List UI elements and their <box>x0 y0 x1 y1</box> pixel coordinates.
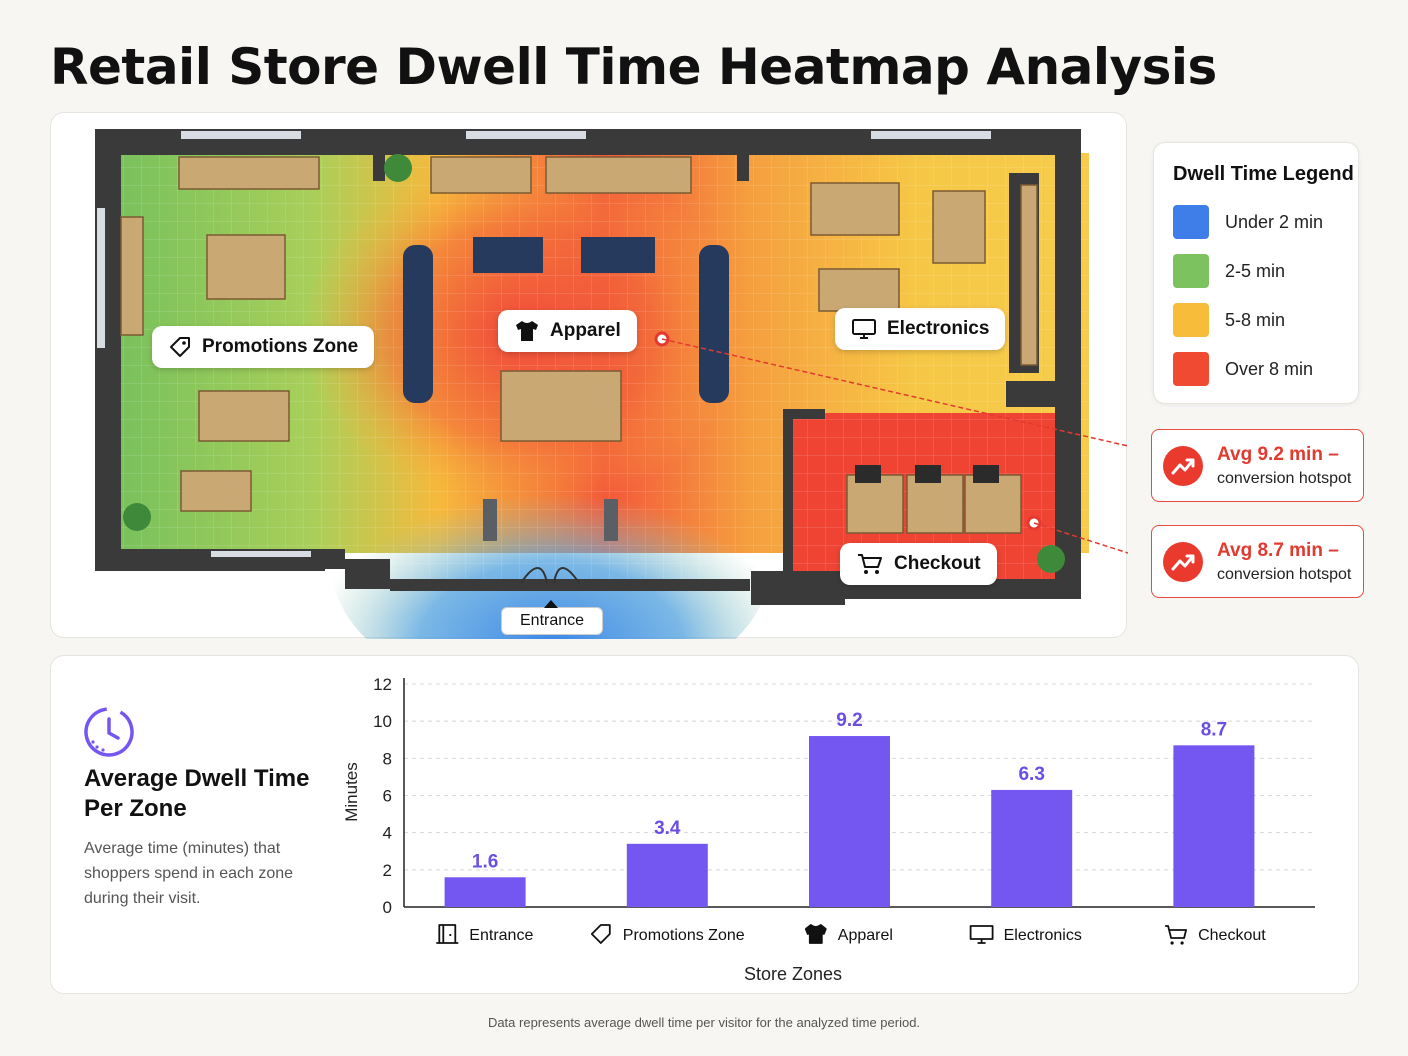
zone-label-text: Promotions Zone <box>202 336 359 357</box>
legend-swatch <box>1173 254 1209 288</box>
shirt-icon <box>516 321 538 341</box>
x-axis-label: Store Zones <box>744 964 842 984</box>
legend-item-5-8: 5-8 min <box>1173 303 1285 337</box>
y-tick-label: 12 <box>373 675 392 694</box>
bar-value-label: 6.3 <box>1018 764 1044 785</box>
y-tick-label: 4 <box>383 824 392 843</box>
bar-value-label: 9.2 <box>836 710 862 731</box>
hotspot-callout-apparel: Avg 9.2 min – conversion hotspot <box>1151 429 1364 502</box>
door-icon <box>436 924 459 944</box>
chart-panel-description: Average time (minutes) that shoppers spe… <box>84 840 294 907</box>
bar-apparel <box>809 736 890 907</box>
bar-promotions-zone <box>626 843 708 907</box>
hotspot-subtitle: conversion hotspot <box>1217 470 1352 487</box>
zone-label-text: Checkout <box>894 553 981 574</box>
hotspot-value: Avg 8.7 min – <box>1217 540 1339 561</box>
x-tick-label: Promotions Zone <box>623 927 745 944</box>
legend-item-2-5: 2-5 min <box>1173 254 1285 288</box>
y-tick-label: 2 <box>383 861 392 880</box>
legend-label: 5-8 min <box>1225 309 1286 330</box>
tag-icon <box>590 924 611 944</box>
bar-value-label: 3.4 <box>654 818 681 839</box>
tag-icon <box>170 337 190 357</box>
chart-panel-title: Average Dwell Time Per Zone <box>84 765 310 822</box>
cart-icon <box>1165 925 1187 939</box>
legend-item-over-8: Over 8 min <box>1173 352 1313 386</box>
y-axis-label: Minutes <box>342 762 361 822</box>
y-tick-label: 10 <box>373 712 392 731</box>
monitor-icon <box>969 925 994 944</box>
x-tick-label: Apparel <box>838 927 893 944</box>
legend-swatch <box>1173 205 1209 239</box>
bar-entrance <box>444 877 526 907</box>
legend-label: Over 8 min <box>1225 358 1314 379</box>
x-tick-label: Entrance <box>469 927 533 944</box>
hotspot-connectors <box>654 331 1128 554</box>
legend-label: Under 2 min <box>1225 211 1324 232</box>
bar-value-label: 8.7 <box>1201 719 1227 740</box>
hotspot-subtitle: conversion hotspot <box>1217 566 1352 583</box>
bar-value-label: 1.6 <box>472 851 498 872</box>
bar-electronics <box>991 789 1073 907</box>
dwell-chart-panel: Average Dwell Time Per Zone Average time… <box>50 655 1359 994</box>
store-map-panel: Promotions Zone Apparel Electronics Chec… <box>50 112 1128 639</box>
cart-wheel-icon <box>1180 941 1184 945</box>
zone-label-text: Apparel <box>550 320 621 341</box>
zone-label-text: Electronics <box>887 318 990 339</box>
shirt-icon <box>804 924 827 944</box>
x-tick-label: Checkout <box>1198 927 1266 944</box>
bar-checkout <box>1173 745 1255 907</box>
store-floorplan <box>95 129 1128 639</box>
zone-label-checkout: Checkout <box>840 543 997 585</box>
zone-label-entrance: Entrance <box>501 607 604 635</box>
footnote: Data represents average dwell time per v… <box>487 1015 921 1030</box>
entrance-arrow-icon <box>544 600 558 608</box>
y-tick-label: 8 <box>383 749 392 768</box>
y-tick-label: 6 <box>383 787 392 806</box>
dwell-bar-chart: 0 2 4 6 8 10 12 Minutes Store Zones 1.6 Entrance 3.… <box>342 675 1315 984</box>
zone-label-text: Entrance <box>520 612 585 629</box>
y-tick-label: 0 <box>383 898 392 917</box>
legend-swatch <box>1173 303 1209 337</box>
legend-swatch <box>1173 352 1209 386</box>
hotspot-callout-checkout: Avg 8.7 min – conversion hotspot <box>1151 525 1364 598</box>
dwell-legend: Dwell Time Legend Under 2 min 2-5 min 5-… <box>1153 142 1359 404</box>
zone-label-electronics: Electronics <box>835 308 1006 350</box>
cart-icon <box>858 554 882 574</box>
legend-label: 2-5 min <box>1225 260 1286 281</box>
monitor-icon <box>852 319 876 339</box>
trending-up-icon <box>1163 446 1203 486</box>
cart-wheel-icon <box>1170 941 1174 945</box>
zone-label-apparel: Apparel <box>498 310 637 352</box>
x-tick-label: Electronics <box>1004 927 1082 944</box>
clock-icon <box>84 707 134 757</box>
page-title: Retail Store Dwell Time Heatmap Analysis <box>50 38 1217 96</box>
zone-label-promotions: Promotions Zone <box>152 326 375 368</box>
legend-item-under-2: Under 2 min <box>1173 205 1323 239</box>
trending-up-icon <box>1163 542 1203 582</box>
legend-title: Dwell Time Legend <box>1173 163 1354 185</box>
hotspot-value: Avg 9.2 min – <box>1217 444 1339 465</box>
